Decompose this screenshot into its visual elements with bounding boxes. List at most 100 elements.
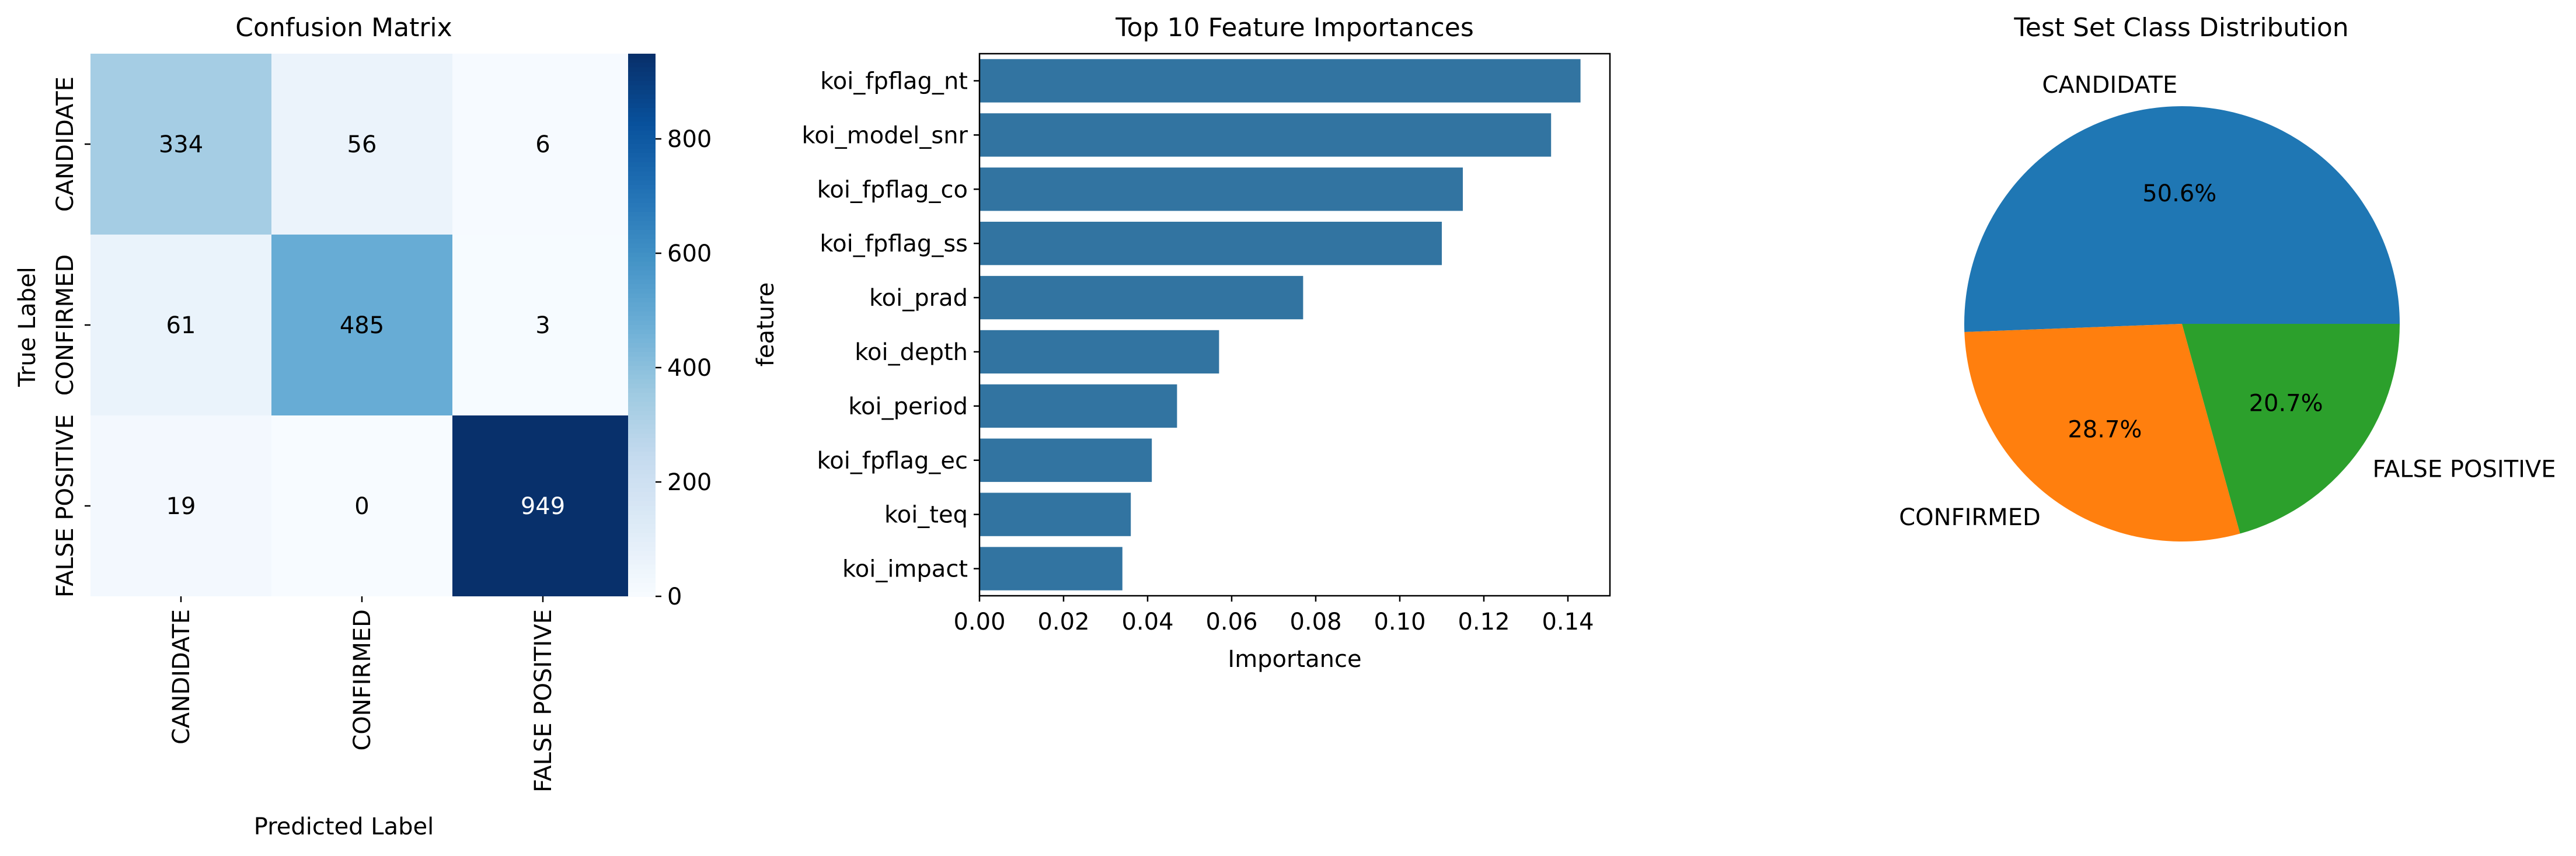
colorbar-segment-60 [628,325,656,330]
colorbar: 0 200 400 600 800 [628,54,712,610]
heatmap-cell-r2-c0 [90,415,271,596]
feature-importance-y-ticks: koi_fpflag_nt koi_model_snr koi_fpflag_cok… [801,68,979,583]
colorbar-segment-1 [628,58,656,64]
colorbar-segment-15 [628,121,656,127]
colorbar-segment-4 [628,72,656,77]
colorbar-segment-58 [628,316,656,322]
heatmap-cell-r2-c1 [271,415,452,596]
colorbar-segment-72 [628,379,656,385]
confusion-matrix-title: Confusion Matrix [235,13,452,43]
colorbar-segment-116 [628,578,656,584]
colorbar-tick-label-400: 400 [667,355,712,382]
colorbar-segment-83 [628,429,656,434]
colorbar-segment-82 [628,424,656,430]
y-tick-label-false-positive: FALSE POSITIVE [52,414,79,598]
colorbar-segment-43 [628,248,656,253]
y-tick-label-koi-fpflag-ec: koi_fpflag_ec [817,448,968,474]
pie-label-candidate: CANDIDATE [2042,72,2177,99]
colorbar-segment-25 [628,166,656,172]
y-tick-label-koi-teq: koi_teq [884,502,968,529]
feature-importance-ylabel: feature [752,282,779,366]
feature-importance-xlabel: Importance [1228,646,1361,673]
colorbar-segment-73 [628,383,656,389]
colorbar-segment-63 [628,338,656,344]
colorbar-segment-38 [628,225,656,231]
colorbar-segment-105 [628,528,656,534]
feature-importance-x-ticks: 0.00 0.02 0.04 0.06 0.08 0.10 0.12 0.14 [953,596,1594,635]
x-tick-label-0.12: 0.12 [1458,609,1510,635]
confusion-matrix-ylabel: True Label [14,267,41,387]
colorbar-segment-8 [628,90,656,95]
y-tick-label-koi-fpflag-ss: koi_fpflag_ss [820,230,968,257]
bar-koi-depth [979,330,1219,374]
colorbar-segment-30 [628,189,656,195]
y-tick-label-confirmed: CONFIRMED [52,254,79,396]
colorbar-segment-65 [628,347,656,353]
heatmap-value-r2-c2: 949 [521,493,565,520]
heatmap-cell-r0-c1 [271,54,452,235]
heatmap-value-r1-c0: 61 [166,312,196,339]
colorbar-segment-94 [628,478,656,484]
colorbar-segment-93 [628,474,656,480]
pie-slice-false-positive [2182,324,2400,534]
colorbar-segment-99 [628,501,656,506]
bar-koi-fpflag-ec [979,438,1152,482]
heatmap-cell-r1-c1 [271,235,452,415]
colorbar-segment-66 [628,352,656,358]
colorbar-segment-57 [628,311,656,317]
colorbar-segment-67 [628,357,656,362]
colorbar-segment-24 [628,162,656,167]
feature-importance-frame [978,53,1611,597]
colorbar-segment-110 [628,551,656,557]
colorbar-segment-107 [628,537,656,543]
colorbar-segment-41 [628,239,656,244]
colorbar-segment-113 [628,564,656,570]
colorbar-segment-100 [628,506,656,511]
colorbar-segment-22 [628,153,656,159]
colorbar-segment-118 [628,587,656,593]
colorbar-segment-89 [628,456,656,462]
feature-importance-panel: Top 10 Feature Importances koi_fpflag_nt… [752,13,1611,673]
colorbar-segment-16 [628,126,656,131]
colorbar-segment-50 [628,279,656,285]
colorbar-segment-117 [628,582,656,588]
x-tick-label-0.06: 0.06 [1205,609,1257,635]
colorbar-segment-10 [628,99,656,104]
heatmap-cell-r1-c2 [452,235,633,415]
confusion-matrix-panel: Confusion Matrix 334 56 6 61 485 3 19 0 949 CAND… [14,13,712,840]
feature-importance-title: Top 10 Feature Importances [1115,13,1474,43]
colorbar-segment-45 [628,257,656,263]
x-tick-label-confirmed: CONFIRMED [349,609,376,751]
colorbar-segment-39 [628,230,656,235]
colorbar-segment-90 [628,460,656,466]
heatmap-value-r0-c2: 6 [535,131,550,158]
class-distribution-pie: CANDIDATE 50.6% CONFIRMED 28.7% FALSE POSITI… [1899,72,2556,541]
colorbar-segment-28 [628,180,656,186]
class-distribution-panel: Test Set Class Distribution CANDIDATE 50.… [1899,13,2556,541]
colorbar-segment-36 [628,216,656,222]
colorbar-segment-97 [628,492,656,498]
colorbar-segment-32 [628,198,656,204]
colorbar-segment-19 [628,139,656,145]
colorbar-segment-56 [628,307,656,312]
colorbar-segment-96 [628,488,656,493]
y-tick-label-koi-fpflag-co: koi_fpflag_co [817,176,968,203]
x-tick-label-candidate: CANDIDATE [168,609,195,745]
colorbar-segment-42 [628,243,656,249]
colorbar-segment-31 [628,194,656,199]
colorbar-segment-119 [628,592,656,597]
y-tick-label-candidate: CANDIDATE [52,76,79,212]
colorbar-segment-17 [628,130,656,136]
x-tick-label-false-positive: FALSE POSITIVE [530,609,557,792]
colorbar-segment-35 [628,212,656,217]
colorbar-segment-71 [628,375,656,380]
bar-koi-fpflag-nt [979,59,1581,103]
colorbar-segment-111 [628,555,656,561]
colorbar-segment-92 [628,470,656,475]
colorbar-segment-84 [628,434,656,439]
x-tick-label-0.08: 0.08 [1289,609,1341,635]
confusion-matrix-x-ticks: CANDIDATE CONFIRMED FALSE POSITIVE [168,596,557,792]
colorbar-segment-11 [628,103,656,109]
colorbar-segment-61 [628,329,656,335]
